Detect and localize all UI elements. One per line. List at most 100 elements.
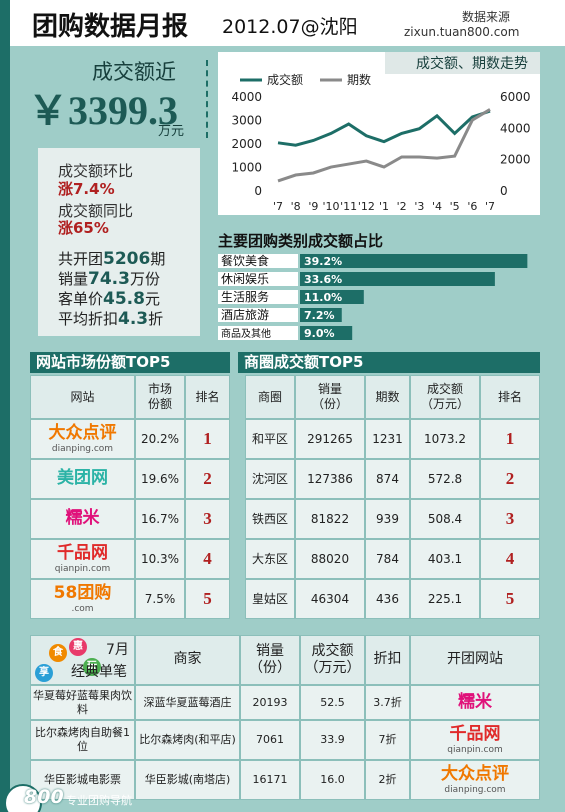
table-cell: 排名: [185, 375, 230, 419]
rank: 3: [505, 509, 515, 529]
table-cell: 16.0: [300, 760, 365, 800]
site-url: dianping.com: [444, 785, 506, 795]
table-cell: 3.7折: [365, 685, 410, 720]
yoy-label: 成交额同比: [58, 202, 134, 220]
header-cell: 市场 份额: [147, 382, 172, 411]
source-label: 数据来源: [462, 10, 511, 24]
table-cell: 572.8: [410, 459, 480, 499]
stat-line: 共开团5206期: [58, 248, 166, 269]
title: 团购数据月报: [32, 12, 189, 42]
sales: 16171: [252, 773, 288, 787]
site-logo: 千品网: [57, 542, 108, 563]
table-cell: 784: [365, 539, 410, 579]
x-tick-label: '6: [467, 200, 477, 213]
header-cell: 期数: [375, 389, 400, 404]
table-cell: 折扣: [365, 635, 410, 685]
bar: [300, 254, 528, 268]
category-label: 休闲娱乐: [221, 272, 269, 286]
stat-value: 74.3: [88, 269, 130, 289]
table-cell: 7061: [240, 720, 300, 760]
table-cell: 939: [365, 499, 410, 539]
amount-label: 成交额近: [92, 60, 176, 84]
value: 皇姑区: [251, 591, 288, 606]
charts: 成交额、期数走势 0 1000 2000 3000 4000 0 2000 4000 6000 '7…: [218, 52, 540, 340]
side-stripe: [0, 0, 10, 812]
header-band: [10, 0, 565, 46]
table-cell: 1: [480, 419, 540, 459]
site-logo: 糯米: [458, 691, 492, 712]
table-cell: 销量 （份）: [295, 375, 365, 419]
share: 7.5%: [144, 591, 176, 606]
table-cell: 1073.2: [410, 419, 480, 459]
header-cell: 开团网站: [447, 651, 503, 668]
site-url: dianping.com: [51, 444, 114, 454]
item: 华夏莓好蓝莓果肉饮料: [33, 688, 132, 716]
stat-line: 销量74.3万份: [58, 268, 165, 289]
table-cell: 排名: [480, 375, 540, 419]
table-cell: 403.1: [410, 539, 480, 579]
x-tick-label: '1: [379, 200, 389, 213]
table-cell: 20.2%: [135, 419, 185, 459]
site-logo: 千品网: [449, 723, 501, 744]
label-box: [218, 254, 298, 268]
amount: 16.0: [320, 773, 345, 787]
x-tick-label: '8: [291, 200, 301, 213]
stat-suffix: 折: [148, 310, 164, 328]
table-cell: 7.5%: [135, 579, 185, 619]
x-tick-label: '12: [358, 200, 375, 213]
stat-suffix: 期: [150, 250, 166, 268]
table-cell: 糯米: [30, 499, 135, 539]
header-cell: 商家: [173, 651, 202, 668]
category-label: 酒店旅游: [221, 308, 269, 322]
table-cell: 沈河区: [245, 459, 295, 499]
table-cell: 商家: [135, 635, 240, 685]
y-tick-label: 4000: [231, 90, 262, 104]
value: 127386: [307, 471, 353, 486]
value: 403.1: [427, 551, 463, 566]
rank: 2: [203, 469, 212, 489]
label-box: [218, 326, 298, 340]
table-cell: 期数: [365, 375, 410, 419]
site-logo: 美团网: [57, 468, 108, 489]
x-tick-label: '3: [414, 200, 424, 213]
bar: [300, 272, 495, 286]
value-label: 11.0%: [304, 291, 342, 304]
value: 铁西区: [251, 511, 288, 526]
category-label: 生活服务: [221, 289, 269, 304]
source-url: zixun.tuan800.com: [404, 25, 520, 39]
table-cell: 5: [480, 579, 540, 619]
table-cell: 大众点评 dianping.com: [410, 760, 540, 800]
legend-label: 成交额: [267, 72, 303, 87]
table-cell: 88020: [295, 539, 365, 579]
stats-box: [38, 148, 200, 336]
value: 874: [376, 471, 399, 486]
value-label: 7.2%: [304, 309, 335, 322]
header-cell: 销量 （份）: [311, 382, 348, 411]
stat-prefix: 销量: [58, 270, 89, 288]
site-logo: 58团购: [53, 582, 112, 603]
site-logo: 大众点评: [441, 763, 509, 784]
table-cell: 46304: [295, 579, 365, 619]
amount: ￥3399.3: [28, 88, 178, 133]
site-logo: 糯米: [65, 508, 100, 529]
table-cell: 10.3%: [135, 539, 185, 579]
value: 436: [376, 591, 399, 606]
footer-slogan: 专业团购导航: [66, 794, 132, 807]
date: 2012.07@沈阳: [222, 16, 358, 38]
stat-value: 4.3: [118, 309, 149, 329]
table-cell: 58团购 .com: [30, 579, 135, 619]
header-cell: 排名: [195, 389, 220, 404]
sales: 7061: [256, 733, 284, 747]
value: 508.4: [427, 511, 463, 526]
amount-unit: 万元: [158, 124, 185, 139]
y-tick-label: 1000: [231, 161, 262, 175]
merchant: 比尔森烤肉(和平店): [139, 733, 236, 747]
month: 7月: [106, 642, 129, 658]
rank: 2: [505, 469, 515, 489]
chart-panel: [218, 52, 540, 215]
amount: 33.9: [320, 733, 345, 747]
site-url: qianpin.com: [54, 564, 111, 574]
share: 20.2%: [140, 431, 180, 446]
table-cell: 127386: [295, 459, 365, 499]
